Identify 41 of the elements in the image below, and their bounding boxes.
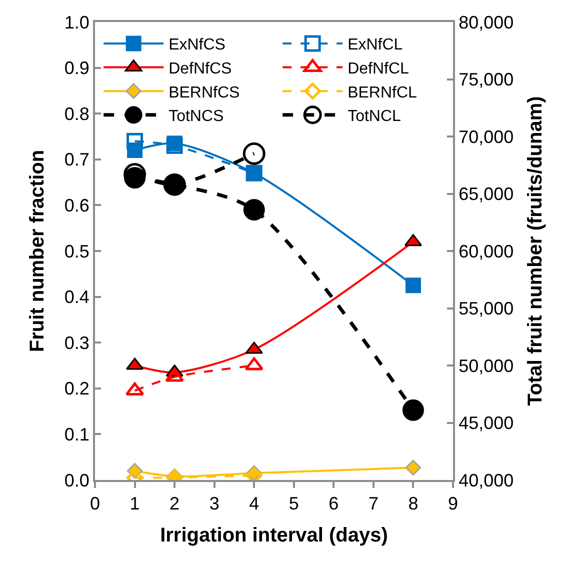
y2-tick-label: 60,000 (458, 241, 514, 262)
y-tick-label: 0.7 (64, 150, 90, 170)
y-axis-title: Fruit number fraction (26, 150, 48, 352)
y-tick-label: 0.5 (64, 241, 90, 262)
x-tick-label: 0 (90, 494, 100, 514)
y2-tick-label: 50,000 (458, 356, 514, 376)
y2-tick-label: 55,000 (458, 298, 514, 319)
y-tick-label: 0.6 (64, 196, 90, 216)
legend-label: BERNfCS (168, 84, 240, 102)
y2-axis-title: Total fruit number (fruits/dunam) (524, 96, 547, 406)
legend-label: BERNfCL (348, 84, 418, 102)
y-tick-label: 0.0 (64, 470, 90, 490)
y-tick-label: 0.4 (64, 287, 90, 308)
y2-tick-label: 70,000 (458, 126, 514, 147)
legend-label: TotNCS (168, 108, 224, 126)
y2-tick-label: 80,000 (458, 12, 514, 32)
y-tick-label: 0.9 (64, 58, 90, 78)
legend-label: ExNfCL (348, 36, 403, 54)
x-tick-label: 8 (408, 494, 418, 514)
y2-tick-label: 65,000 (458, 184, 514, 204)
x-tick-label: 7 (368, 494, 378, 514)
x-tick-label: 5 (288, 494, 299, 514)
y2-tick-label: 40,000 (458, 470, 514, 490)
x-axis-title: Irrigation interval (days) (160, 524, 388, 547)
y-tick-label: 0.1 (64, 424, 90, 444)
legend-label: DefNfCS (168, 60, 232, 78)
legend-label: TotNCL (348, 108, 402, 126)
y2-tick-label: 75,000 (458, 70, 514, 90)
y-tick-label: 0.3 (64, 332, 90, 353)
x-tick-label: 3 (209, 494, 220, 514)
x-tick-label: 4 (249, 494, 260, 514)
x-tick-label: 6 (328, 494, 339, 514)
legend-label: ExNfCS (168, 36, 226, 54)
y-tick-label: 0.8 (64, 104, 90, 124)
y-tick-label: 0.2 (64, 378, 90, 399)
y2-tick-label: 45,000 (458, 413, 514, 434)
legend-label: DefNfCL (348, 60, 410, 78)
x-tick-label: 1 (130, 494, 140, 514)
x-tick-label: 9 (448, 494, 458, 514)
y-tick-label: 1.0 (64, 12, 90, 32)
x-tick-label: 2 (170, 494, 180, 514)
